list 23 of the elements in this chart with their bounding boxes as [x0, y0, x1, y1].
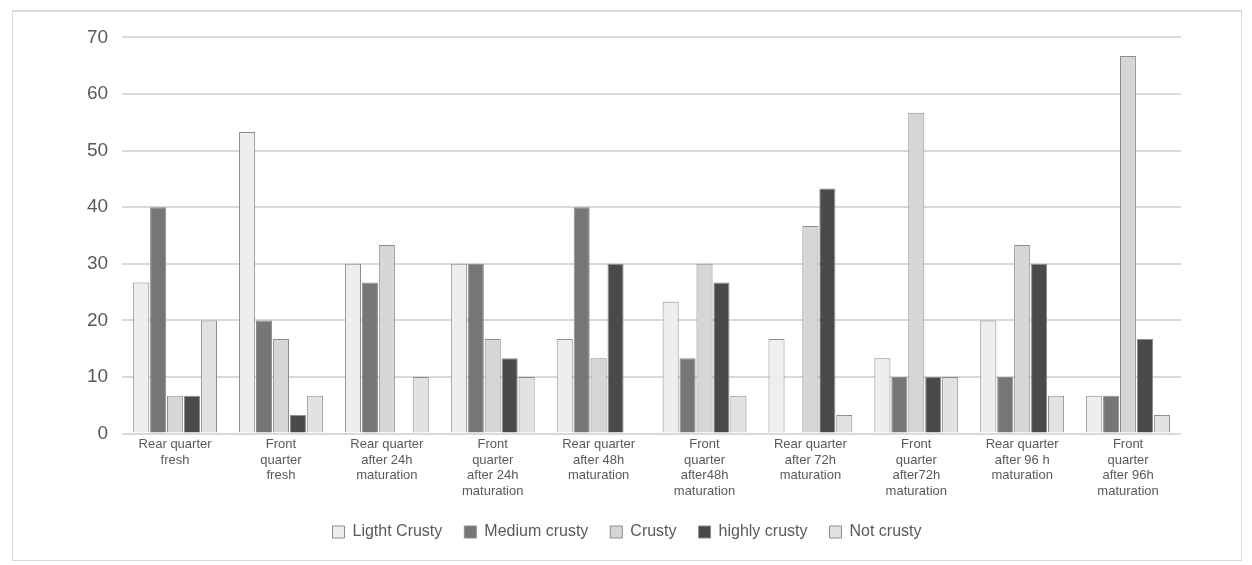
y-tick-label: 30 [86, 252, 109, 274]
x-tick-label: Rear quarter after 24h maturation [350, 435, 425, 483]
y-tick-label: 70 [86, 25, 109, 47]
legend-label: Ligtht Crusty [352, 522, 443, 540]
x-tick-label: Rear quarter fresh [138, 435, 213, 467]
y-tick-label: 40 [86, 195, 109, 217]
y-tick-label: 50 [86, 138, 109, 160]
y-tick-label: 0 [97, 421, 109, 443]
y-tick-label: 20 [86, 308, 109, 330]
legend-label: Crusty [630, 522, 677, 540]
legend-label: Not crusty [849, 522, 922, 540]
legend-label: highly crusty [718, 522, 808, 540]
x-tick-label: Front quarter fresh [260, 435, 303, 483]
x-tick-label: Front quarter after 24h maturation [462, 435, 524, 498]
x-tick-label: Rear quarter after 48h maturation [562, 435, 636, 483]
x-tick-label: Front quarter after 96h maturation [1097, 435, 1159, 498]
y-tick-label: 10 [86, 365, 109, 387]
x-tick-label: Rear quarter after 96 h maturation [985, 435, 1060, 483]
y-tick-label: 60 [86, 82, 109, 104]
legend-label: Medium crusty [484, 522, 589, 540]
x-tick-label: Front quarter after72h maturation [885, 435, 947, 498]
x-tick-label: Rear quarter after 72h maturation [773, 435, 848, 483]
x-tick-label: Front quarter after48h maturation [673, 435, 736, 498]
